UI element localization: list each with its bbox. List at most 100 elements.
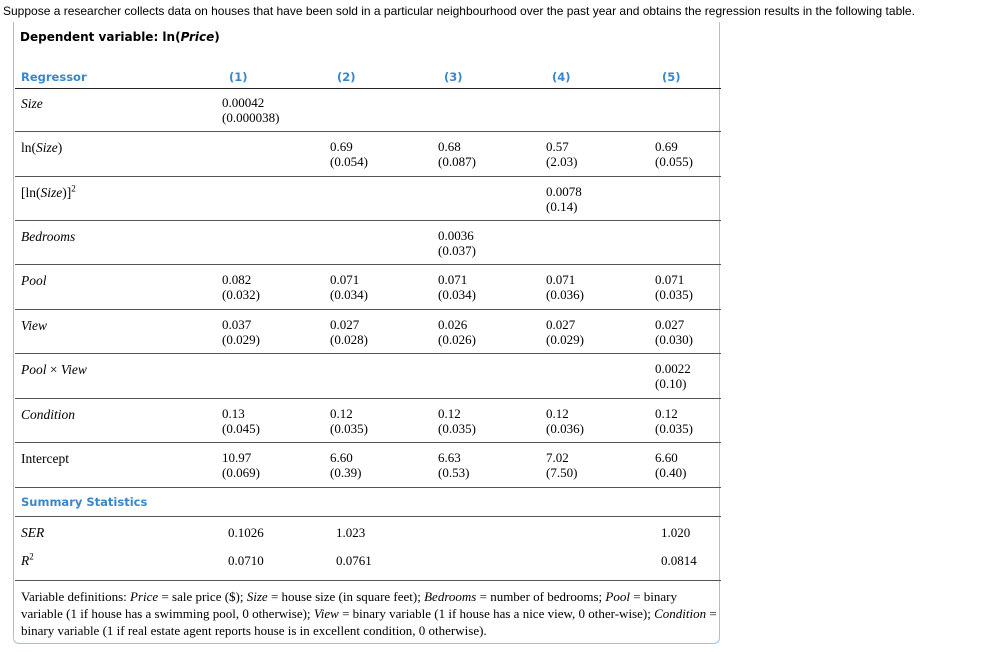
coefficient: 0.026 [438, 317, 468, 332]
standard-error: (0.10) [655, 376, 687, 391]
standard-error: (0.026) [438, 332, 476, 347]
table-frame [13, 22, 720, 644]
definition-fragment: Condition [654, 606, 707, 621]
coefficient: 0.00042 [222, 95, 265, 110]
coefficient: 0.0022 [655, 361, 691, 376]
r2-value: 0.0710 [228, 553, 264, 568]
r2-value: 0.0761 [336, 553, 372, 568]
standard-error: (0.034) [438, 287, 476, 302]
variable-definitions: Variable definitions: Price = sale price… [21, 588, 721, 639]
standard-error: (0.53) [438, 465, 470, 480]
definition-fragment: = binary variable (1 if house has a nice… [338, 606, 655, 621]
coefficient: 6.60 [655, 450, 678, 465]
coefficient: 0.037 [222, 317, 252, 332]
coefficient: 0.69 [655, 139, 678, 154]
coefficient: 7.02 [546, 450, 569, 465]
coefficient: 0.071 [438, 272, 468, 287]
coefficient: 0.027 [655, 317, 685, 332]
standard-error: (0.000038) [222, 110, 280, 125]
row-label: [ln(Size)]2 [21, 183, 76, 200]
coefficient: 6.63 [438, 450, 461, 465]
ser-value: 1.023 [336, 525, 366, 540]
standard-error: (0.030) [655, 332, 693, 347]
coefficient: 0.0036 [438, 228, 474, 243]
column-header-5: (5) [662, 70, 681, 84]
coefficient: 0.071 [655, 272, 685, 287]
column-header-4: (4) [552, 70, 571, 84]
standard-error: (7.50) [546, 465, 578, 480]
definition-fragment: = number of bedrooms; [476, 589, 606, 604]
regressor-header: Regressor [21, 70, 87, 84]
standard-error: (0.035) [655, 421, 693, 436]
coefficient: 0.12 [546, 406, 569, 421]
coefficient: 0.027 [546, 317, 576, 332]
coefficient: 0.12 [655, 406, 678, 421]
row-rule [15, 309, 721, 310]
question-text: Suppose a researcher collects data on ho… [3, 4, 915, 18]
standard-error: (0.036) [546, 287, 584, 302]
standard-error: (0.045) [222, 421, 260, 436]
row-label: Size [21, 96, 43, 111]
definition-fragment: = house size (in square feet); [267, 589, 425, 604]
definition-fragment: Size [246, 589, 268, 604]
row-rule [15, 442, 721, 443]
row-rule [15, 131, 721, 132]
ser-value: 1.020 [661, 525, 691, 540]
row-rule [15, 580, 721, 581]
standard-error: (0.028) [330, 332, 368, 347]
row-rule [15, 176, 721, 177]
definition-fragment: Pool [605, 589, 630, 604]
coefficient: 0.12 [330, 406, 353, 421]
r2-label: R2 [21, 551, 34, 568]
standard-error: (0.40) [655, 465, 687, 480]
summary-statistics-header: Summary Statistics [21, 495, 148, 509]
standard-error: (0.036) [546, 421, 584, 436]
coefficient: 0.027 [330, 317, 360, 332]
coefficient: 0.68 [438, 139, 461, 154]
row-label: Bedrooms [21, 229, 76, 244]
standard-error: (0.035) [655, 287, 693, 302]
header-rule [15, 88, 721, 89]
row-rule [15, 264, 721, 265]
dependent-variable-label: Dependent variable: ln(Price) [20, 30, 220, 44]
row-label: Condition [21, 407, 76, 422]
standard-error: (0.034) [330, 287, 368, 302]
standard-error: (0.035) [438, 421, 476, 436]
row-rule [15, 220, 721, 221]
coefficient: 0.69 [330, 139, 353, 154]
definition-fragment: = binary variable (1 if house has a swim… [21, 589, 677, 621]
definition-fragment: Bedrooms [424, 589, 477, 604]
row-label: Intercept [21, 451, 69, 466]
row-label: ln(Size) [21, 140, 63, 155]
definition-fragment: = sale price ($); [158, 589, 247, 604]
coefficient: 0.13 [222, 406, 245, 421]
standard-error: (0.054) [330, 154, 368, 169]
coefficient: 0.57 [546, 139, 569, 154]
standard-error: (0.087) [438, 154, 476, 169]
standard-error: (0.39) [330, 465, 362, 480]
standard-error: (0.035) [330, 421, 368, 436]
standard-error: (0.055) [655, 154, 693, 169]
row-rule [15, 516, 721, 517]
row-rule [15, 487, 721, 488]
coefficient: 0.071 [330, 272, 360, 287]
ser-value: 0.1026 [228, 525, 264, 540]
coefficient: 0.0078 [546, 184, 582, 199]
column-header-1: (1) [229, 70, 248, 84]
column-header-3: (3) [444, 70, 463, 84]
standard-error: (0.032) [222, 287, 260, 302]
standard-error: (0.14) [546, 199, 578, 214]
definition-fragment: = binary variable (1 if real estate agen… [21, 606, 717, 638]
row-label: Pool [21, 273, 47, 288]
row-label: View [21, 318, 47, 333]
coefficient: 0.071 [546, 272, 576, 287]
ser-label: SER [21, 525, 45, 540]
coefficient: 0.12 [438, 406, 461, 421]
definition-fragment: View [313, 606, 339, 621]
column-header-2: (2) [337, 70, 356, 84]
standard-error: (0.029) [222, 332, 260, 347]
coefficient: 0.082 [222, 272, 252, 287]
definition-fragment: Variable definitions: [21, 589, 131, 604]
coefficient: 10.97 [222, 450, 252, 465]
coefficient: 6.60 [330, 450, 353, 465]
